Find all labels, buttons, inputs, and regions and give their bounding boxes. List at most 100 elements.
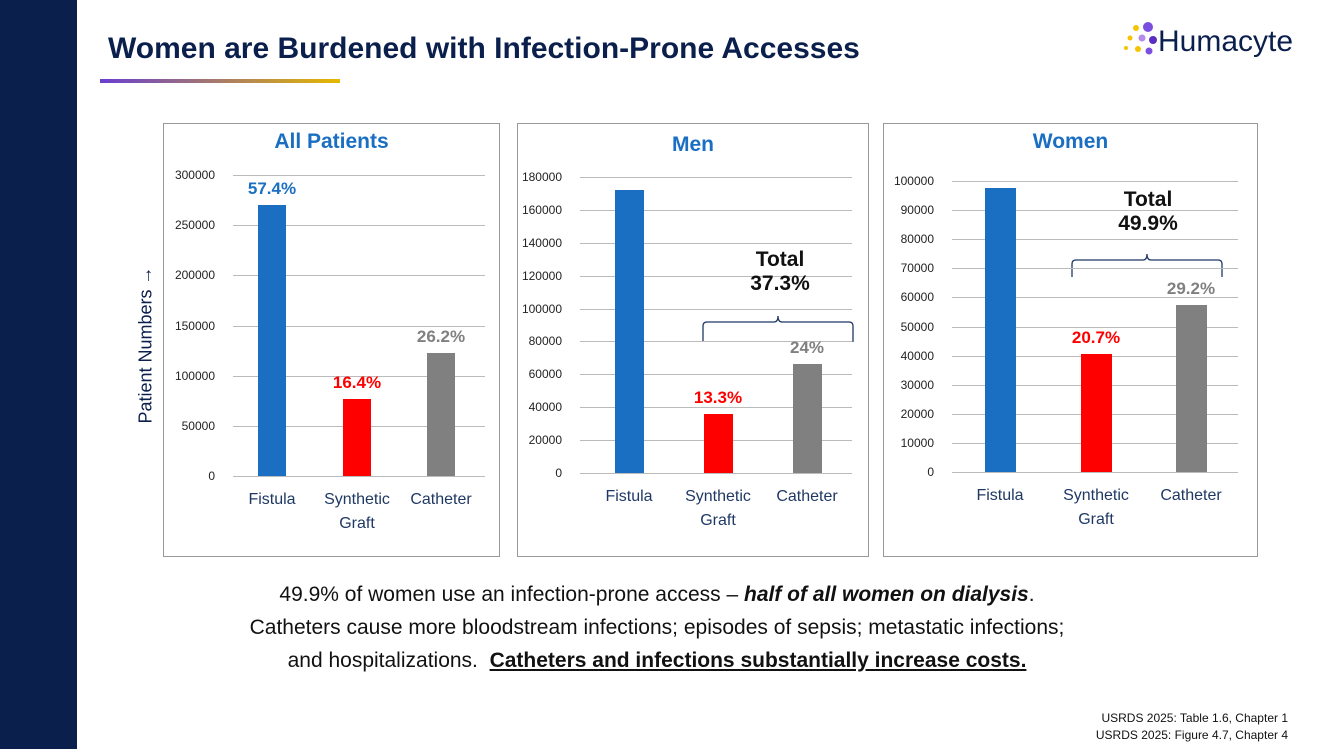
x-tick-label: Catheter (410, 491, 472, 508)
y-tick-label: 160000 (521, 202, 562, 217)
grid-line (580, 407, 852, 409)
y-tick-label: 0 (555, 466, 562, 480)
caption-line: Catheters cause more bloodstream infecti… (77, 611, 1237, 644)
footnote: USRDS 2025: Figure 4.7, Chapter 4 (1095, 728, 1288, 742)
data-label: 20.7% (1071, 328, 1121, 348)
y-tick-label: 90000 (900, 203, 934, 218)
grid-line (580, 374, 852, 376)
bar (343, 398, 371, 476)
grid-line (233, 225, 485, 227)
x-tick-label: Fistula (605, 488, 653, 505)
y-tick-label: 40000 (900, 348, 934, 363)
logo-icon (1124, 22, 1157, 55)
x-tick-label: Synthetic Graft (685, 488, 751, 529)
y-tick-label: 120000 (521, 268, 562, 283)
y-tick-label: 30000 (900, 377, 934, 392)
y-tick-label: 150000 (174, 318, 215, 333)
caption-emphasis: half of all women on dialysis (744, 583, 1029, 606)
data-label: 13.3% (693, 387, 743, 407)
y-tick-label: 100000 (893, 174, 934, 188)
grid-line (952, 181, 1238, 182)
y-tick-label: 60000 (900, 290, 934, 305)
data-label: 26.2% (416, 326, 466, 346)
grid-line (580, 275, 852, 277)
annotation: Total (1123, 188, 1173, 211)
chart-panel (883, 123, 1258, 557)
grid-line (580, 473, 852, 474)
x-tick-label: Fistula (976, 487, 1024, 504)
y-tick-label: 100000 (521, 301, 562, 316)
y-tick-label: 0 (208, 469, 215, 483)
bar (258, 205, 286, 476)
caption-text: and hospitalizations. (287, 649, 490, 672)
bar (614, 190, 644, 473)
bar (792, 364, 822, 473)
data-label: 29.2% (1166, 278, 1216, 298)
annotation: 37.3% (750, 272, 810, 295)
grid-line (952, 472, 1238, 473)
caption: 49.9% of women use an infection-prone ac… (77, 578, 1237, 677)
bar (1080, 354, 1112, 472)
grid-line (233, 275, 485, 277)
grid-line (580, 308, 852, 310)
chart-title: All Patients (274, 130, 389, 153)
bracket (1071, 253, 1223, 277)
y-tick-label: 80000 (528, 334, 562, 349)
footnote: USRDS 2025: Table 1.6, Chapter 1 (1101, 711, 1288, 725)
x-tick-label: Fistula (248, 491, 296, 508)
x-tick-label: Synthetic Graft (324, 491, 390, 532)
y-tick-label: 50000 (900, 319, 934, 334)
y-tick-label: 60000 (528, 367, 562, 382)
slide-title: Women are Burdened with Infection-Prone … (108, 32, 860, 65)
x-tick-label: Catheter (1160, 487, 1222, 504)
bar (703, 413, 733, 473)
grid-line (952, 268, 1238, 270)
sidebar (0, 0, 77, 749)
y-tick-label: 10000 (900, 435, 934, 450)
x-tick-label: Synthetic Graft (1063, 487, 1129, 528)
grid-line (233, 325, 485, 327)
y-tick-label: 70000 (900, 261, 934, 276)
grid-line (233, 175, 485, 176)
grid-line (233, 375, 485, 377)
y-tick-label: 300000 (174, 168, 215, 182)
y-tick-label: 100000 (174, 368, 215, 383)
caption-text: . (1028, 583, 1035, 606)
bar (427, 352, 455, 476)
grid-line (580, 242, 852, 244)
y-tick-label: 20000 (900, 406, 934, 421)
grid-line (952, 297, 1238, 299)
logo-text: Humacyte (1158, 25, 1294, 58)
caption-emphasis: Catheters and infections substantially i… (489, 649, 1027, 672)
annotation: 49.9% (1118, 212, 1178, 235)
y-tick-label: 200000 (174, 268, 215, 283)
caption-line: and hospitalizations. Catheters and infe… (77, 644, 1237, 677)
grid-line (233, 476, 485, 477)
chart-panel (163, 123, 500, 557)
caption-line: 49.9% of women use an infection-prone ac… (77, 578, 1237, 611)
annotation: Total (755, 248, 805, 271)
chart-title: Men (672, 133, 714, 156)
grid-line (580, 177, 852, 178)
y-tick-label: 80000 (900, 232, 934, 247)
bar (1175, 304, 1207, 472)
y-tick-label: 140000 (521, 235, 562, 250)
grid-line (580, 341, 852, 343)
x-tick-label: Catheter (776, 488, 838, 505)
chart-panel (517, 123, 869, 557)
y-tick-label: 20000 (528, 433, 562, 448)
bar (984, 188, 1016, 472)
footnotes: USRDS 2025: Table 1.6, Chapter 1 USRDS 20… (1000, 710, 1288, 744)
data-label: 24% (789, 338, 825, 358)
data-label: 57.4% (247, 179, 297, 199)
grid-line (952, 210, 1238, 212)
grid-line (580, 209, 852, 211)
y-tick-label: 50000 (181, 418, 215, 433)
grid-line (952, 239, 1238, 241)
caption-text: 49.9% of women use an infection-prone ac… (279, 583, 745, 606)
title-underline (100, 79, 340, 83)
y-tick-label: 180000 (521, 170, 562, 184)
bracket (702, 315, 854, 342)
